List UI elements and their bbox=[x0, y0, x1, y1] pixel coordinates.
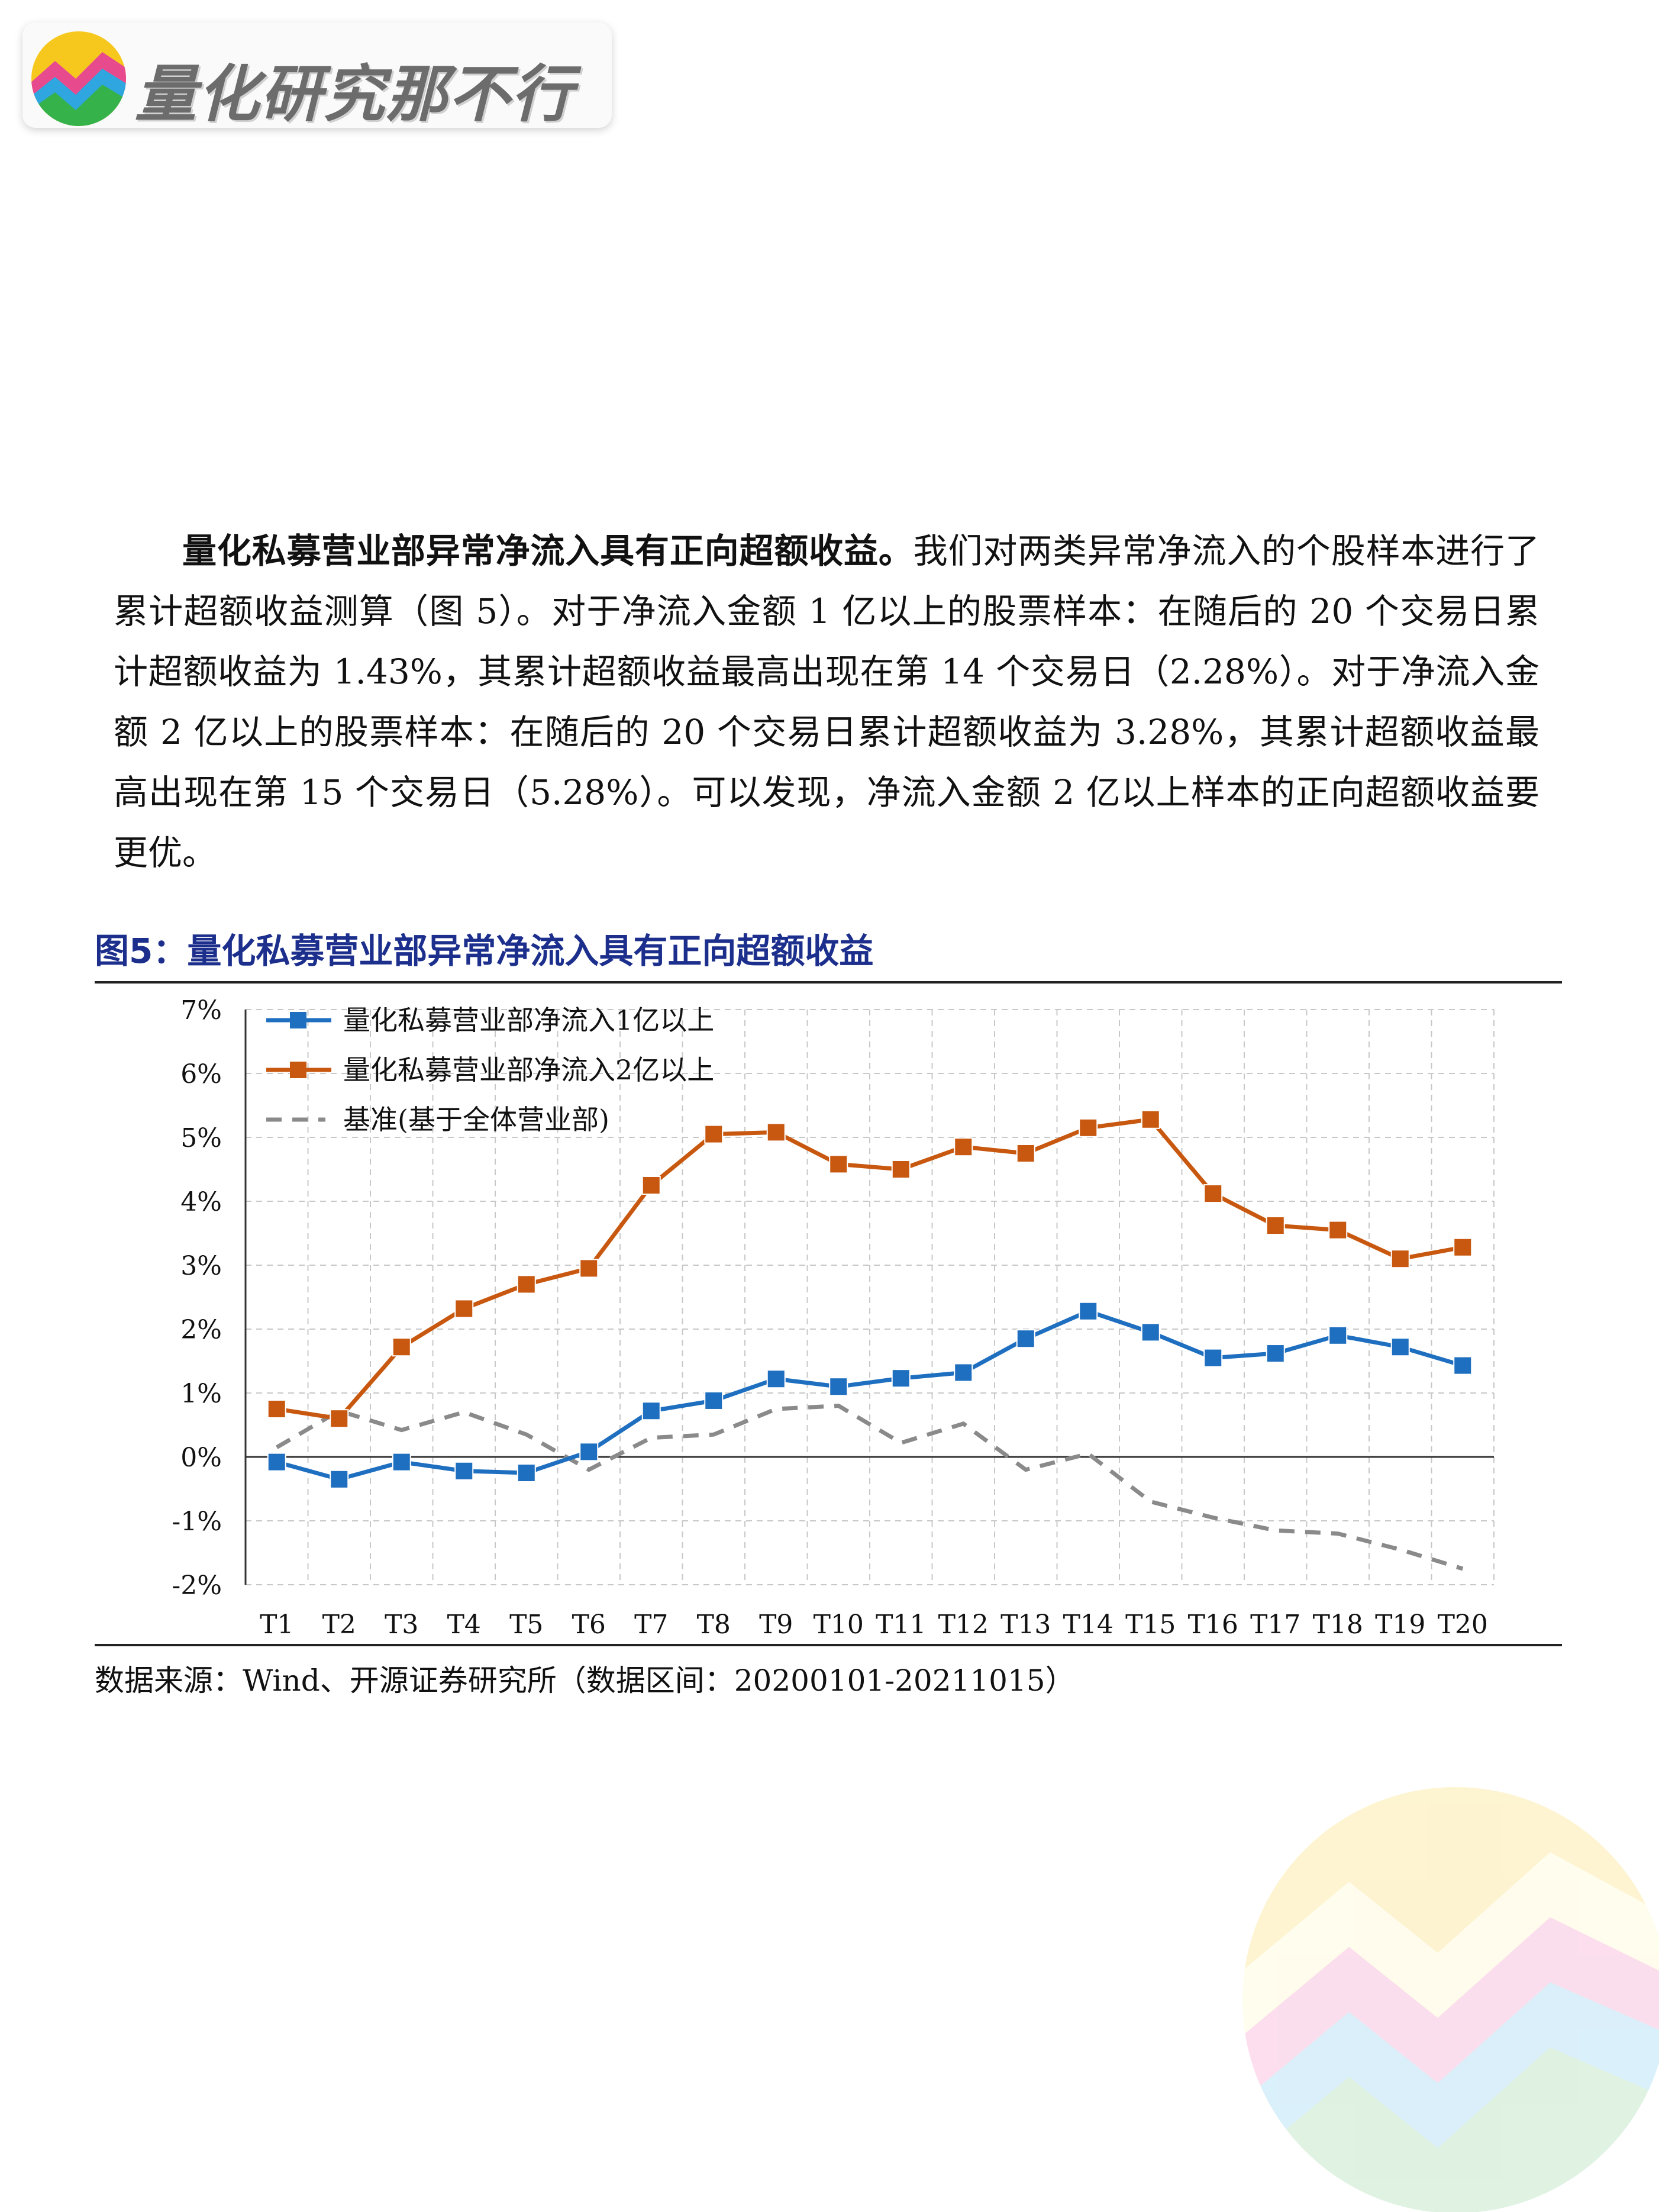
data-point bbox=[454, 1461, 474, 1481]
x-tick-label: T4 bbox=[447, 1610, 481, 1640]
data-point bbox=[766, 1123, 786, 1142]
decorative-emblem bbox=[1242, 1787, 1659, 2212]
y-tick-label: 1% bbox=[180, 1379, 222, 1409]
data-point bbox=[704, 1124, 724, 1144]
data-point bbox=[1079, 1118, 1098, 1137]
data-point bbox=[517, 1463, 536, 1482]
data-point bbox=[1141, 1323, 1160, 1342]
x-tick-label: T10 bbox=[814, 1610, 864, 1640]
x-tick-label: T3 bbox=[385, 1610, 418, 1640]
x-tick-label: T20 bbox=[1438, 1610, 1488, 1640]
legend-marker bbox=[290, 1012, 306, 1028]
data-point bbox=[641, 1401, 661, 1421]
data-point bbox=[1453, 1356, 1473, 1375]
data-point bbox=[766, 1369, 786, 1389]
data-point bbox=[1203, 1348, 1223, 1368]
y-tick-label: 7% bbox=[180, 995, 222, 1026]
y-tick-label: 4% bbox=[180, 1187, 222, 1217]
y-tick-label: -1% bbox=[172, 1507, 222, 1537]
x-tick-label: T1 bbox=[260, 1610, 293, 1640]
y-tick-label: 0% bbox=[180, 1443, 222, 1473]
figure-source: 数据来源：Wind、开源证券研究所（数据区间：20200101-20211015… bbox=[95, 1663, 1075, 1698]
data-point bbox=[1266, 1216, 1285, 1236]
y-tick-label: 3% bbox=[180, 1251, 222, 1281]
data-point bbox=[1016, 1144, 1035, 1163]
y-axis: 7% 6% 5% 4% 3% 2% 1% 0% -1% -2% bbox=[172, 995, 247, 1601]
y-tick-label: -2% bbox=[172, 1571, 222, 1601]
x-tick-label: T5 bbox=[509, 1610, 543, 1640]
x-tick-label: T11 bbox=[876, 1610, 926, 1640]
legend-label: 量化私募营业部净流入1亿以上 bbox=[343, 1004, 714, 1036]
data-point bbox=[704, 1391, 724, 1410]
data-point bbox=[954, 1137, 973, 1157]
brand-name: 量化研究那不行 bbox=[135, 58, 574, 130]
brand-logo-icon bbox=[31, 31, 126, 126]
data-point bbox=[829, 1377, 848, 1397]
data-point bbox=[1016, 1329, 1035, 1349]
series-line-benchmark bbox=[275, 1404, 1464, 1571]
data-point bbox=[454, 1299, 474, 1318]
data-point bbox=[1141, 1110, 1160, 1129]
data-point bbox=[1328, 1326, 1348, 1345]
legend-label: 基准(基于全体营业部) bbox=[343, 1104, 609, 1136]
data-point bbox=[267, 1452, 286, 1472]
figure-top-rule bbox=[95, 981, 1562, 984]
line-chart: 7%6%5%4%3%2%1%0%-1%-2% T1 T2 T3 T4 T5 T6 T7 T8 T… bbox=[172, 995, 1495, 1640]
x-tick-label: T7 bbox=[634, 1610, 668, 1640]
x-tick-label: T19 bbox=[1375, 1610, 1425, 1640]
y-tick-label: 5% bbox=[180, 1123, 222, 1153]
data-point bbox=[641, 1176, 661, 1195]
y-tick-label: 6% bbox=[180, 1059, 222, 1089]
data-point bbox=[891, 1160, 911, 1179]
x-tick-label: T14 bbox=[1063, 1610, 1113, 1640]
data-point bbox=[392, 1337, 411, 1357]
x-tick-label: T16 bbox=[1188, 1610, 1238, 1640]
data-point bbox=[954, 1363, 973, 1382]
figure-bottom-rule bbox=[95, 1644, 1562, 1646]
data-point bbox=[517, 1275, 536, 1294]
data-point bbox=[1203, 1184, 1223, 1204]
x-tick-label: T8 bbox=[697, 1610, 731, 1640]
x-tick-label: T15 bbox=[1125, 1610, 1176, 1640]
data-point bbox=[1453, 1237, 1473, 1257]
data-point bbox=[1390, 1337, 1410, 1357]
data-point bbox=[1328, 1220, 1348, 1240]
y-tick-label: 2% bbox=[180, 1315, 222, 1345]
brand-logo: 量化研究那不行 bbox=[22, 22, 612, 130]
data-point bbox=[392, 1452, 411, 1472]
x-tick-label: T2 bbox=[322, 1610, 356, 1640]
x-tick-label: T12 bbox=[938, 1610, 989, 1640]
series-line-0 bbox=[276, 1309, 1464, 1482]
data-point bbox=[891, 1369, 911, 1388]
legend-marker bbox=[290, 1062, 306, 1078]
series-line-1 bbox=[276, 1117, 1463, 1421]
x-tick-label: T18 bbox=[1313, 1610, 1363, 1640]
x-tick-label: T13 bbox=[1000, 1610, 1051, 1640]
data-point bbox=[579, 1442, 599, 1462]
data-point bbox=[829, 1155, 848, 1174]
body-text: 我们对两类异常净流入的个股样本进行了累计超额收益测算（图 5）。对于净流入金额 … bbox=[114, 531, 1539, 873]
x-tick-label: T17 bbox=[1250, 1610, 1300, 1640]
chart-grid bbox=[245, 1009, 1495, 1585]
data-point bbox=[267, 1400, 286, 1418]
data-point bbox=[1266, 1344, 1285, 1363]
x-tick-label: T6 bbox=[572, 1610, 606, 1640]
body-paragraph: 量化私募营业部异常净流入具有正向超额收益。我们对两类异常净流入的个股样本进行了累… bbox=[114, 521, 1539, 883]
x-axis: T1 T2 T3 T4 T5 T6 T7 T8 T9 T10 T11 T12 T13 T14 T15 T16 T… bbox=[246, 1456, 1494, 1640]
chart-series bbox=[267, 1110, 1473, 1571]
x-tick-label: T9 bbox=[759, 1610, 793, 1640]
data-point bbox=[1079, 1301, 1098, 1321]
data-point bbox=[1390, 1249, 1410, 1269]
figure-title: 图5：量化私募营业部异常净流入具有正向超额收益 bbox=[95, 931, 874, 971]
data-point bbox=[330, 1469, 349, 1489]
data-point bbox=[579, 1259, 599, 1278]
lead-sentence: 量化私募营业部异常净流入具有正向超额收益。 bbox=[182, 531, 914, 571]
data-point bbox=[330, 1409, 349, 1429]
legend-label: 量化私募营业部净流入2亿以上 bbox=[343, 1054, 714, 1086]
